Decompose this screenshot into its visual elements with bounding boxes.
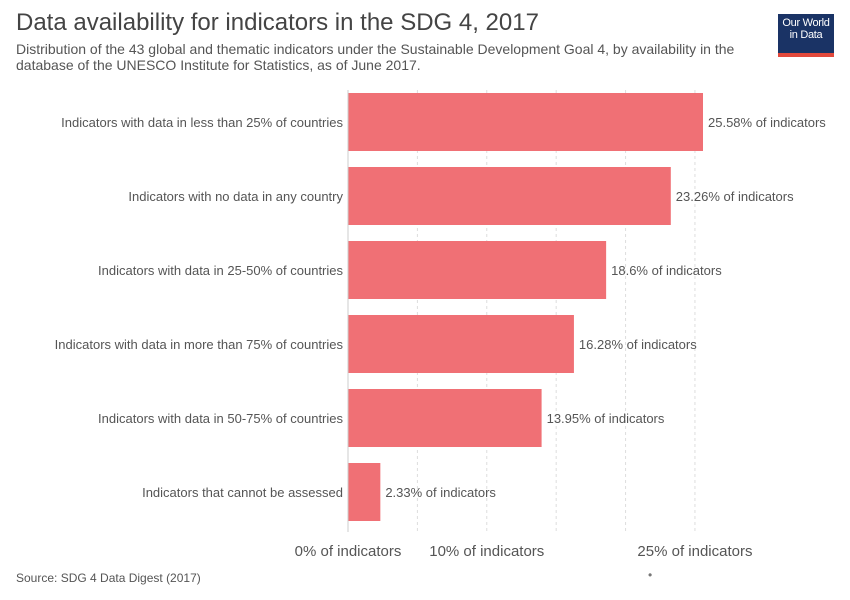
bar[interactable] (348, 241, 607, 299)
category-label: Indicators that cannot be assessed (142, 485, 343, 500)
logo-line-1: Our World (782, 17, 830, 29)
category-label: Indicators with data in more than 75% of… (55, 337, 344, 352)
value-label: 25.58% of indicators (708, 115, 826, 130)
bar[interactable] (348, 389, 542, 447)
value-label: 2.33% of indicators (385, 485, 496, 500)
category-label: Indicators with no data in any country (128, 189, 343, 204)
bar[interactable] (348, 315, 574, 373)
value-label: 18.6% of indicators (611, 263, 722, 278)
bar[interactable] (348, 167, 671, 225)
x-tick-label: 25% of indicators (637, 543, 752, 560)
chart-title: Data availability for indicators in the … (16, 9, 539, 36)
category-label: Indicators with data in 50-75% of countr… (98, 411, 343, 426)
our-world-in-data-logo[interactable]: Our World in Data (778, 14, 834, 57)
x-tick-label: 10% of indicators (429, 543, 544, 560)
bar[interactable] (348, 93, 703, 151)
x-tick-label: 0% of indicators (295, 543, 402, 560)
category-label: Indicators with data in 25-50% of countr… (98, 263, 343, 278)
chart-subtitle: Distribution of the 43 global and themat… (16, 41, 735, 73)
value-label: 16.28% of indicators (579, 337, 697, 352)
logo-line-2: in Data (789, 29, 823, 41)
value-label: 13.95% of indicators (547, 411, 665, 426)
footer-marker: • (648, 568, 653, 582)
bar[interactable] (348, 463, 381, 521)
category-label: Indicators with data in less than 25% of… (61, 115, 343, 130)
source-note[interactable]: Source: SDG 4 Data Digest (2017) (16, 571, 201, 585)
value-label: 23.26% of indicators (676, 189, 794, 204)
